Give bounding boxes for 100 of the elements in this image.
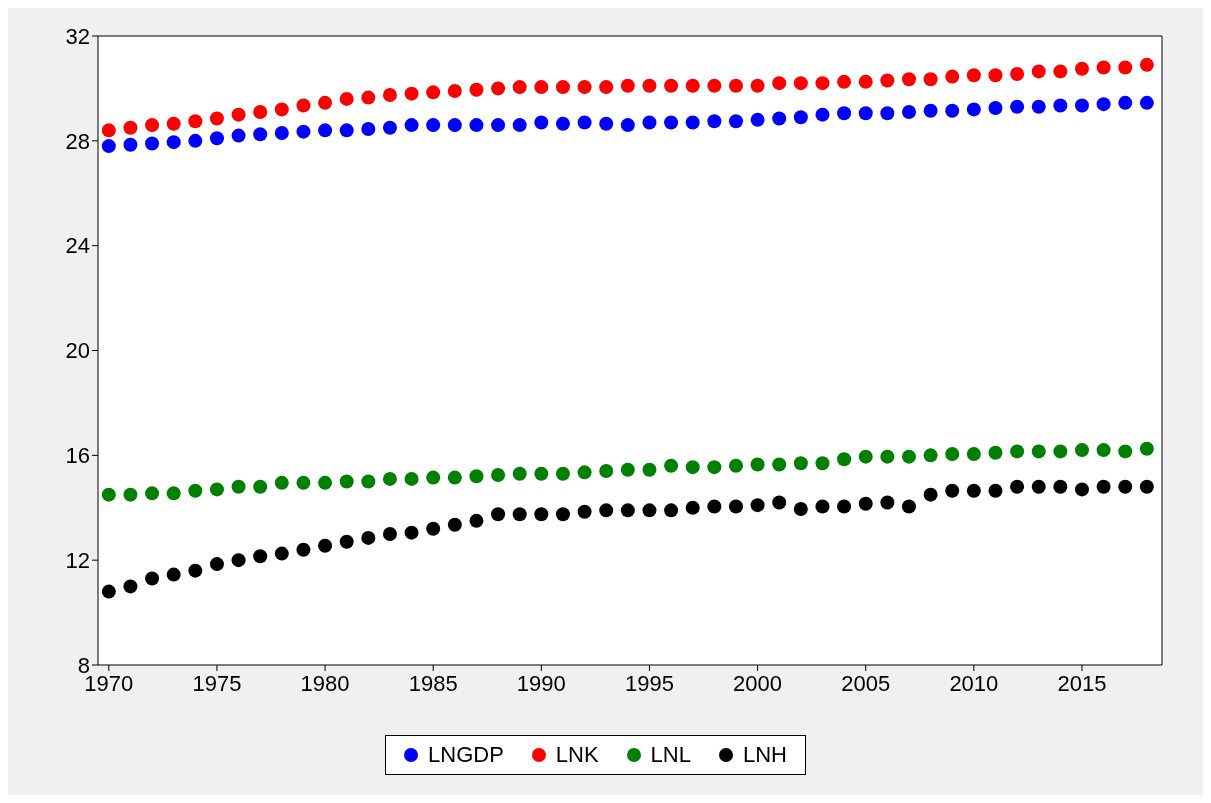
point bbox=[945, 447, 960, 462]
point bbox=[469, 513, 484, 528]
point bbox=[577, 80, 592, 95]
point bbox=[707, 78, 722, 93]
point bbox=[426, 521, 441, 536]
point bbox=[728, 458, 743, 473]
x-tick-label: 1990 bbox=[516, 670, 566, 696]
point bbox=[793, 76, 808, 91]
point bbox=[901, 449, 916, 464]
x-tick-label: 1995 bbox=[624, 670, 674, 696]
point bbox=[101, 584, 116, 599]
point bbox=[728, 78, 743, 93]
legend-label: LNK bbox=[555, 742, 599, 768]
point bbox=[577, 115, 592, 130]
point bbox=[491, 118, 506, 133]
point bbox=[274, 546, 289, 561]
point bbox=[772, 76, 787, 91]
x-tick-label: 2005 bbox=[841, 670, 891, 696]
point bbox=[145, 571, 160, 586]
point bbox=[491, 467, 506, 482]
point bbox=[253, 479, 268, 494]
point bbox=[123, 137, 138, 152]
point bbox=[728, 499, 743, 514]
point bbox=[966, 68, 981, 83]
point bbox=[555, 80, 570, 95]
point bbox=[620, 503, 635, 518]
point bbox=[123, 487, 138, 502]
point bbox=[664, 115, 679, 130]
point bbox=[1096, 97, 1111, 112]
legend-label: LNGDP bbox=[428, 742, 504, 768]
point bbox=[447, 470, 462, 485]
point bbox=[664, 503, 679, 518]
point bbox=[772, 111, 787, 126]
y-tick-label: 12 bbox=[65, 547, 90, 573]
point bbox=[231, 479, 246, 494]
point bbox=[901, 72, 916, 87]
point bbox=[231, 107, 246, 122]
point bbox=[382, 87, 397, 102]
point bbox=[945, 69, 960, 84]
point bbox=[988, 445, 1003, 460]
point bbox=[555, 507, 570, 522]
point bbox=[966, 447, 981, 462]
point bbox=[858, 496, 873, 511]
y-tick-label: 20 bbox=[65, 338, 90, 364]
point bbox=[620, 78, 635, 93]
point bbox=[188, 483, 203, 498]
point bbox=[577, 465, 592, 480]
x-tick-label: 2000 bbox=[733, 670, 783, 696]
point bbox=[188, 114, 203, 129]
point bbox=[534, 115, 549, 130]
point bbox=[361, 474, 376, 489]
point bbox=[880, 73, 895, 88]
point bbox=[858, 74, 873, 89]
point bbox=[750, 112, 765, 127]
x-tick-label: 1980 bbox=[300, 670, 350, 696]
point bbox=[534, 507, 549, 522]
point bbox=[858, 449, 873, 464]
point bbox=[166, 116, 181, 131]
point bbox=[512, 507, 527, 522]
point bbox=[599, 116, 614, 131]
y-tick-label: 32 bbox=[65, 23, 90, 49]
point bbox=[1139, 479, 1154, 494]
point bbox=[512, 466, 527, 481]
point bbox=[318, 538, 333, 553]
point bbox=[123, 120, 138, 135]
point bbox=[534, 466, 549, 481]
point bbox=[750, 498, 765, 513]
point bbox=[1074, 98, 1089, 113]
point bbox=[1053, 444, 1068, 459]
point bbox=[1031, 99, 1046, 114]
point bbox=[253, 127, 268, 142]
point bbox=[1139, 441, 1154, 456]
point bbox=[707, 460, 722, 475]
point bbox=[296, 542, 311, 557]
point bbox=[339, 123, 354, 138]
point bbox=[188, 133, 203, 148]
point bbox=[1031, 444, 1046, 459]
point bbox=[642, 115, 657, 130]
point bbox=[1031, 479, 1046, 494]
point bbox=[988, 483, 1003, 498]
point bbox=[361, 530, 376, 545]
point bbox=[469, 469, 484, 484]
point bbox=[923, 103, 938, 118]
point bbox=[166, 135, 181, 150]
point bbox=[166, 486, 181, 501]
point bbox=[253, 105, 268, 119]
point bbox=[599, 503, 614, 518]
point bbox=[447, 84, 462, 99]
point bbox=[707, 499, 722, 514]
point bbox=[469, 118, 484, 133]
point bbox=[599, 464, 614, 479]
point bbox=[1096, 60, 1111, 75]
point bbox=[274, 102, 289, 117]
point bbox=[1031, 64, 1046, 79]
point bbox=[253, 549, 268, 564]
point bbox=[945, 103, 960, 118]
point bbox=[491, 81, 506, 96]
point bbox=[469, 82, 484, 97]
point bbox=[880, 495, 895, 510]
point bbox=[772, 457, 787, 472]
